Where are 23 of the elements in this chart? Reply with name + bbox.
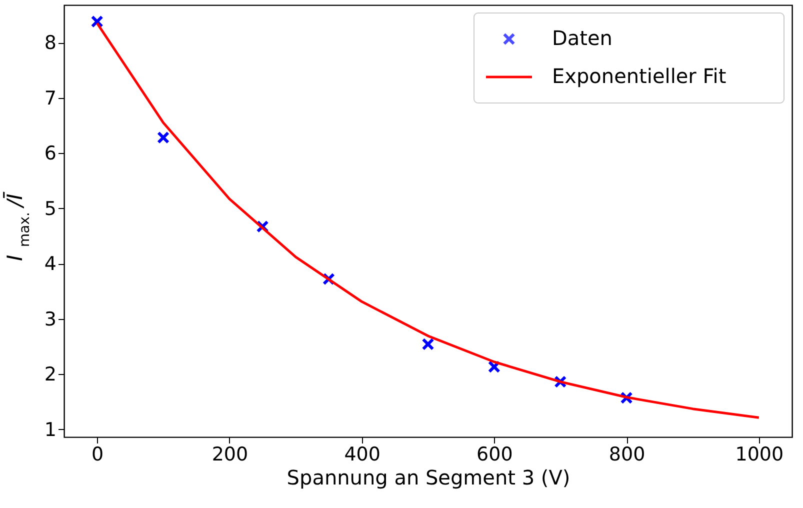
x-tick-label: 1000 xyxy=(735,444,784,466)
x-tick-label: 400 xyxy=(344,444,380,466)
y-tick-label: 1 xyxy=(44,418,56,441)
legend-label: Exponentieller Fit xyxy=(552,64,726,88)
y-tick-label: 6 xyxy=(44,142,56,165)
y-tick-label: 2 xyxy=(44,364,56,386)
y-tick-label: 8 xyxy=(44,32,56,54)
x-tick-label: 0 xyxy=(92,444,104,466)
y-tick-label: 3 xyxy=(44,308,56,330)
x-tick-label: 600 xyxy=(476,444,513,466)
y-tick-label: 4 xyxy=(44,253,56,276)
point xyxy=(90,15,104,28)
y-tick-label: 7 xyxy=(44,87,56,110)
point xyxy=(157,131,170,144)
x-axis-title: Spannung an Segment 3 (V) xyxy=(286,466,570,490)
y-axis-title: Imax./Ī xyxy=(3,190,33,261)
y-tick-label: 5 xyxy=(44,198,56,220)
legend-label: Daten xyxy=(552,26,612,50)
point xyxy=(488,360,500,374)
x-tick-label: 800 xyxy=(608,444,646,466)
line-series xyxy=(96,22,760,419)
point xyxy=(422,338,434,350)
x-tick-label: 200 xyxy=(212,444,248,466)
